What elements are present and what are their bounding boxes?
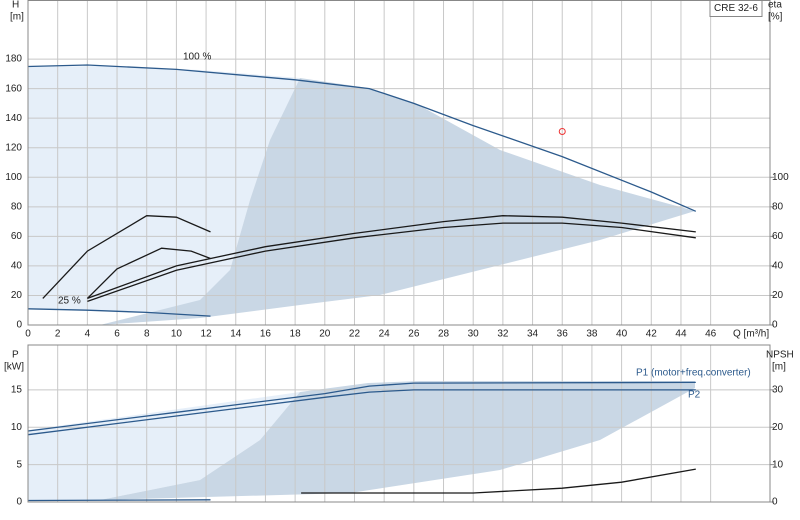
- y-label: H: [12, 0, 19, 11]
- x-label: Q [m³/h]: [733, 329, 769, 340]
- y-unit: [m]: [10, 12, 24, 23]
- x-tick-label: 2: [55, 329, 61, 340]
- annotation: 100 %: [183, 52, 211, 63]
- y2-tick-label: 60: [772, 231, 784, 242]
- duty-point: [558, 127, 566, 135]
- chart-title: CRE 32-6: [714, 3, 758, 14]
- x-tick-label: 12: [201, 329, 213, 340]
- y-label: P: [12, 350, 19, 361]
- y-tick-label: 80: [11, 201, 23, 212]
- x-tick-label: 4: [85, 329, 91, 340]
- y2-tick-label: 0: [772, 320, 778, 331]
- series-label: P2: [688, 390, 701, 401]
- y-tick-label: 20: [11, 290, 23, 301]
- y2-tick-label: 30: [772, 384, 784, 395]
- series-line: [27, 64, 697, 212]
- y2-tick-label: 80: [772, 201, 784, 212]
- frame: [27, 0, 771, 326]
- y-tick-label: 5: [16, 459, 22, 470]
- frame: [27, 344, 771, 503]
- y2-tick-label: 20: [772, 422, 784, 433]
- y-tick-label: 15: [11, 384, 23, 395]
- title-box: [709, 0, 763, 17]
- x-tick-label: 22: [349, 329, 361, 340]
- y-tick-label: 160: [5, 83, 22, 94]
- x-tick-label: 42: [646, 329, 658, 340]
- y-tick-label: 0: [16, 320, 22, 331]
- y2-label: NPSH: [766, 350, 794, 361]
- series-line: [27, 381, 696, 432]
- x-tick-label: 46: [705, 329, 717, 340]
- x-tick-label: 18: [290, 329, 302, 340]
- series-line: [27, 389, 696, 436]
- dark-region: [100, 78, 695, 325]
- y-tick-label: 60: [11, 231, 23, 242]
- y2-tick-label: 40: [772, 261, 784, 272]
- x-tick-label: 26: [408, 329, 420, 340]
- marks: [27, 64, 697, 502]
- series-line: [27, 308, 211, 317]
- y-tick-label: 180: [5, 54, 22, 65]
- series-line: [42, 215, 211, 299]
- x-tick-label: 30: [468, 329, 480, 340]
- series-line: [27, 499, 211, 502]
- y2-tick-label: 20: [772, 290, 784, 301]
- y-tick-label: 0: [16, 497, 22, 508]
- series-line: [86, 247, 211, 299]
- y-tick-label: 100: [5, 172, 22, 183]
- y-unit: [kW]: [4, 362, 24, 373]
- y-tick-label: 10: [11, 422, 23, 433]
- light-region: [28, 392, 300, 500]
- x-tick-label: 24: [379, 329, 391, 340]
- x-tick-label: 14: [230, 329, 242, 340]
- x-tick-label: 0: [25, 329, 31, 340]
- y2-unit: [%]: [768, 12, 783, 23]
- y-tick-label: 120: [5, 142, 22, 153]
- y2-tick-label: 100: [772, 172, 789, 183]
- x-tick-label: 44: [675, 329, 687, 340]
- y2-tick-label: 0: [772, 497, 778, 508]
- y-tick-label: 140: [5, 113, 22, 124]
- series-label: P1 (motor+freq.converter): [636, 368, 751, 379]
- series-line: [87, 222, 696, 303]
- x-tick-label: 6: [114, 329, 120, 340]
- annotation: 25 %: [58, 296, 81, 307]
- x-tick-label: 34: [527, 329, 539, 340]
- x-tick-label: 10: [171, 329, 183, 340]
- x-tick-label: 38: [586, 329, 598, 340]
- x-tick-label: 16: [260, 329, 272, 340]
- y2-label: eta: [768, 0, 782, 11]
- dark-region: [100, 381, 695, 500]
- x-tick-label: 8: [144, 329, 150, 340]
- y2-tick-label: 10: [772, 459, 784, 470]
- y2-unit: [m]: [772, 362, 786, 373]
- x-tick-label: 40: [616, 329, 628, 340]
- y-tick-label: 40: [11, 261, 23, 272]
- x-tick-label: 32: [497, 329, 509, 340]
- x-tick-label: 28: [438, 329, 450, 340]
- x-tick-label: 36: [557, 329, 569, 340]
- series-line: [301, 468, 696, 494]
- x-tick-label: 20: [319, 329, 331, 340]
- series-line: [87, 215, 696, 300]
